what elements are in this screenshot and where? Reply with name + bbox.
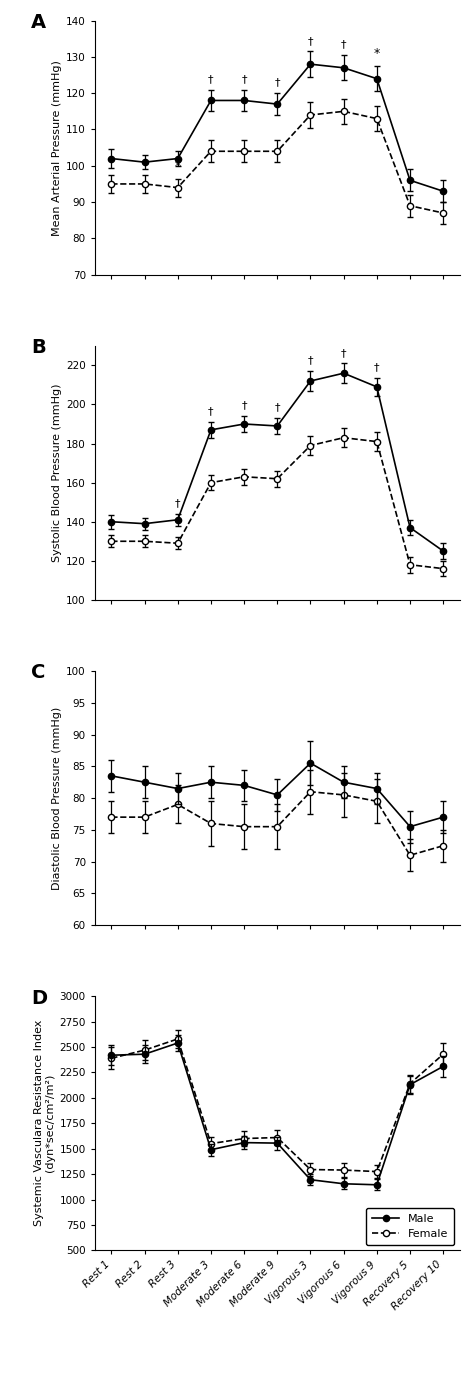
Text: A: A — [31, 12, 46, 32]
Text: †: † — [374, 363, 380, 372]
Text: †: † — [308, 356, 313, 365]
Text: †: † — [308, 36, 313, 45]
Text: †: † — [341, 348, 346, 357]
Text: B: B — [31, 338, 46, 357]
Text: †: † — [208, 407, 214, 416]
Y-axis label: Diastolic Blood Pressure (mmHg): Diastolic Blood Pressure (mmHg) — [52, 706, 62, 890]
Text: *: * — [174, 159, 181, 173]
Text: †: † — [208, 74, 214, 84]
Text: *: * — [374, 47, 380, 60]
Text: †: † — [175, 499, 181, 508]
Legend: Male, Female: Male, Female — [366, 1208, 454, 1245]
Text: †: † — [274, 77, 280, 88]
Y-axis label: Systolic Blood Pressure (mmHg): Systolic Blood Pressure (mmHg) — [52, 383, 62, 562]
Text: D: D — [31, 989, 47, 1007]
Text: †: † — [241, 74, 247, 84]
Text: †: † — [341, 40, 346, 49]
Y-axis label: Mean Arterial Pressure (mmHg): Mean Arterial Pressure (mmHg) — [52, 59, 62, 235]
Text: C: C — [31, 664, 46, 683]
Y-axis label: Systemic Vasculara Resistance Index
(dyn*sec/cm²/m²): Systemic Vasculara Resistance Index (dyn… — [34, 1020, 55, 1227]
Text: †: † — [274, 403, 280, 412]
Text: †: † — [241, 401, 247, 411]
